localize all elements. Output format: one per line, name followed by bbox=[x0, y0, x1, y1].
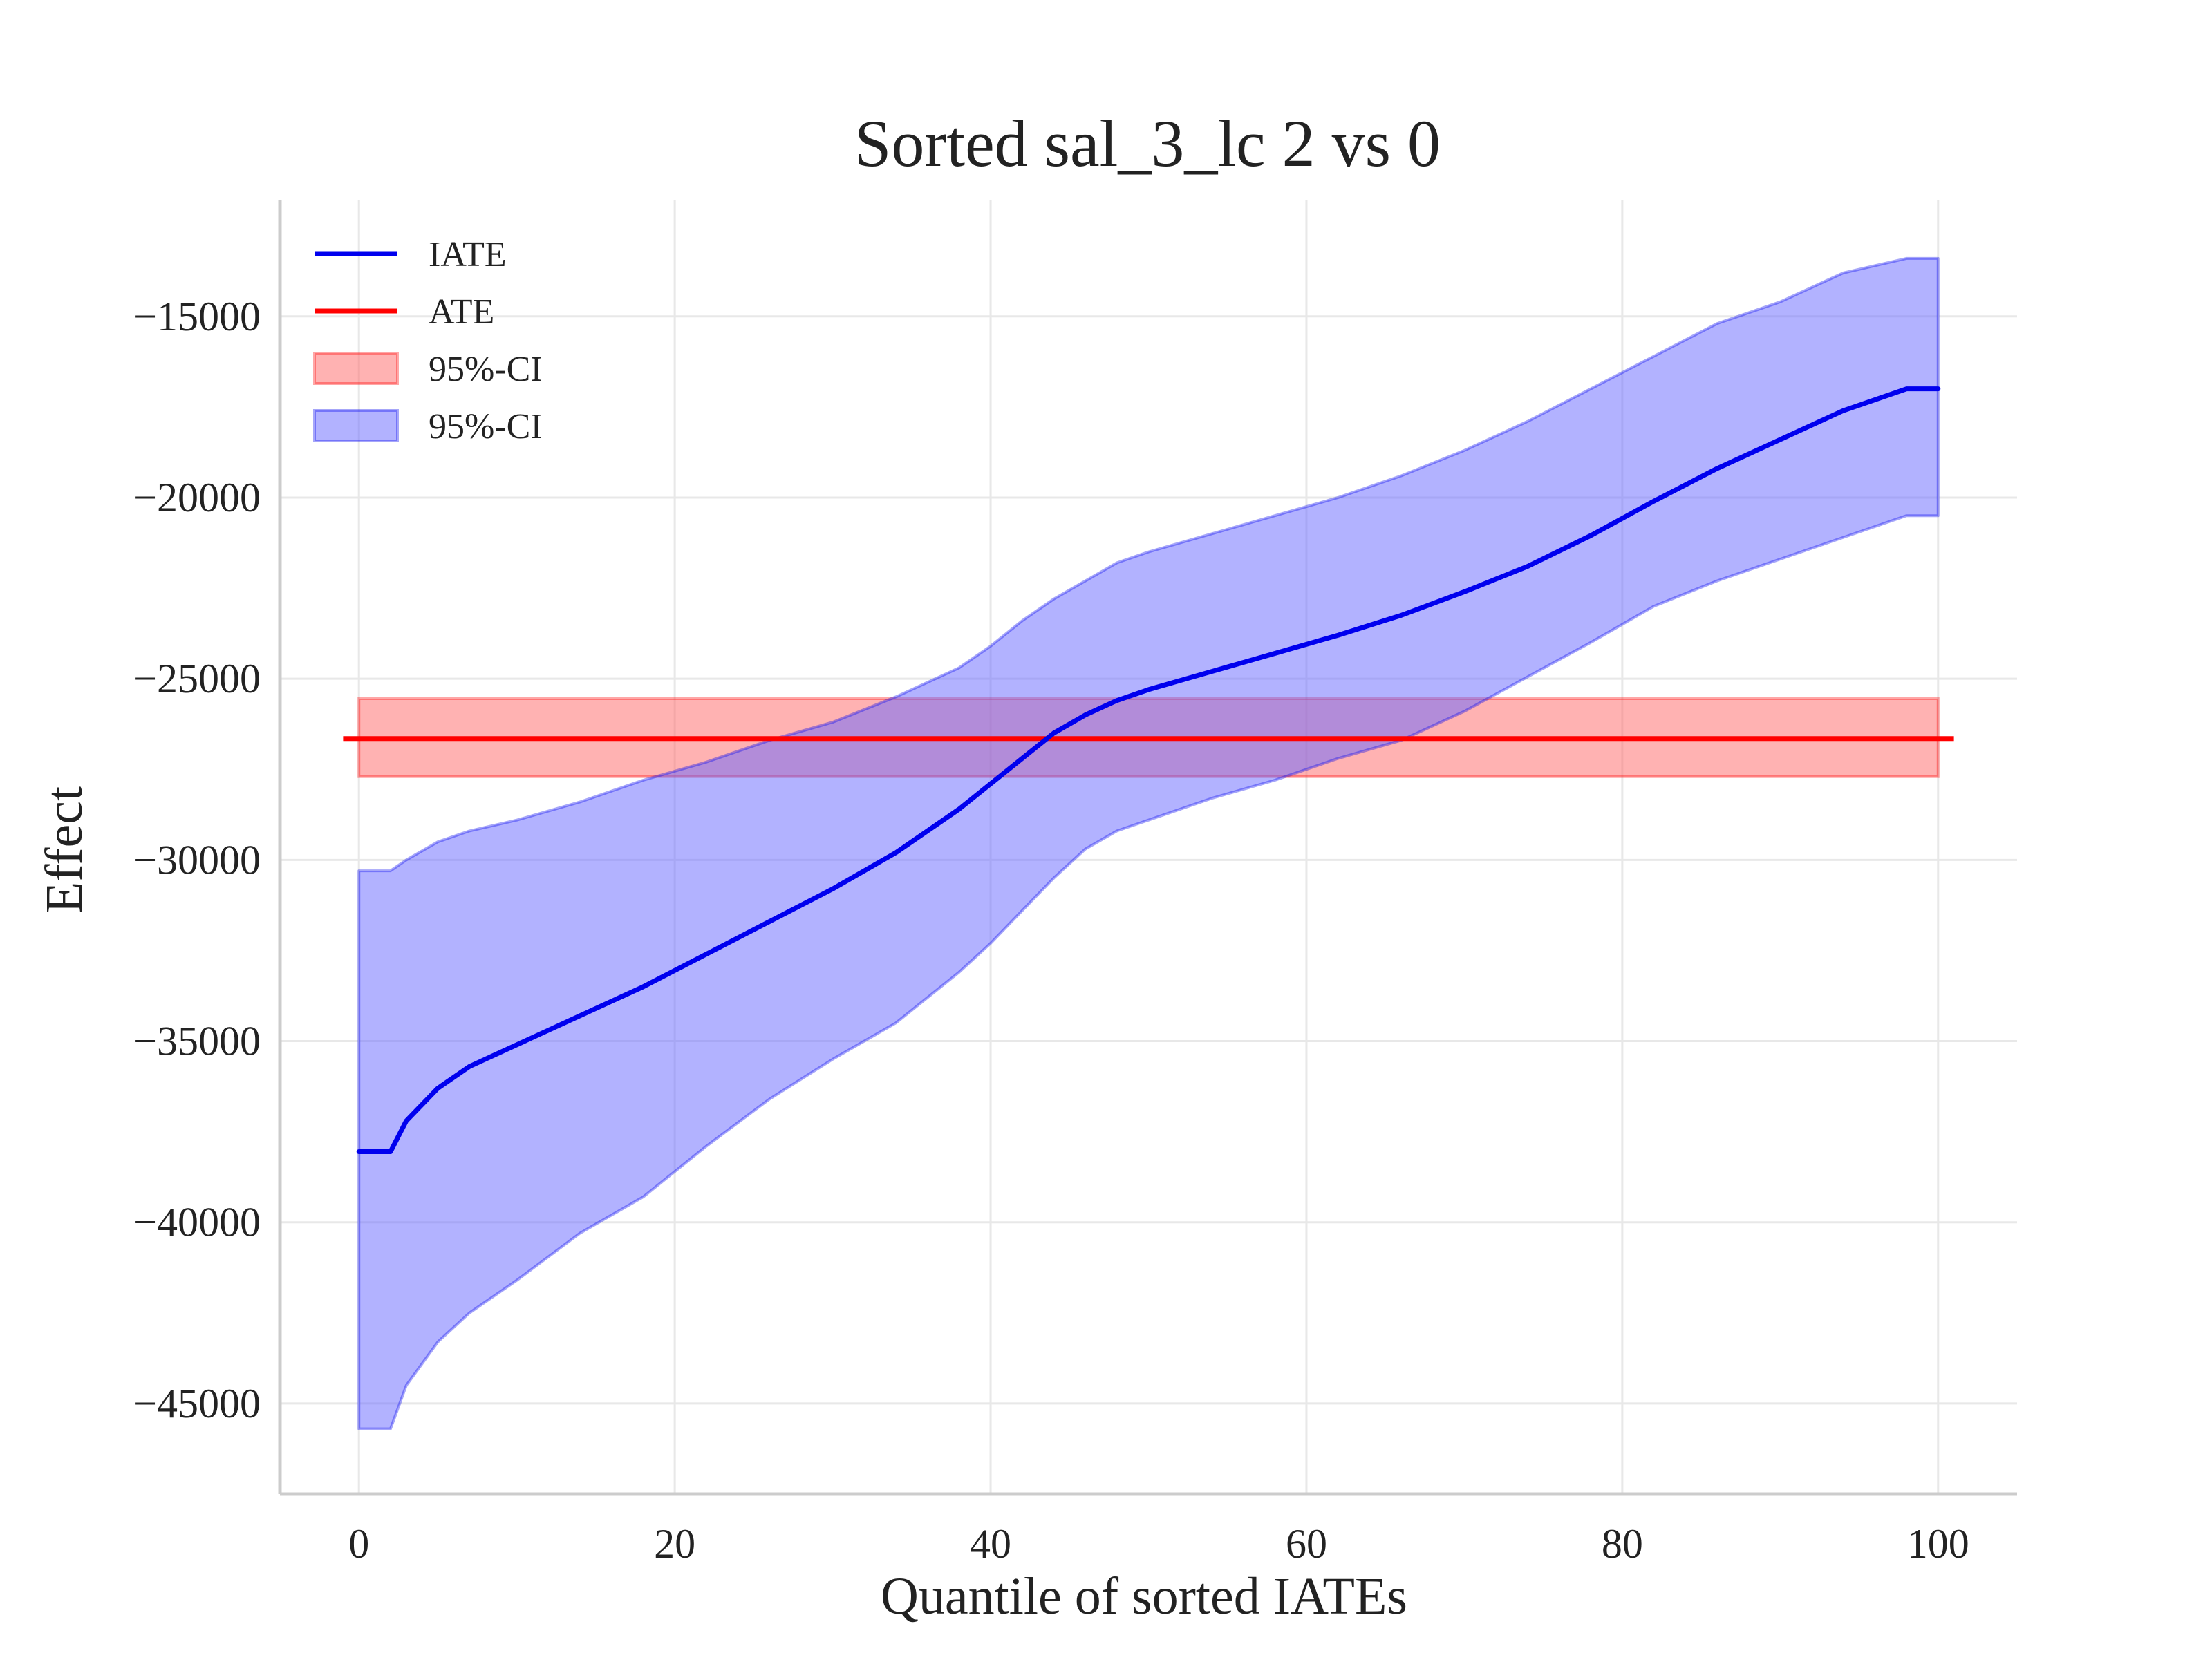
legend-item-0: IATE bbox=[315, 235, 507, 274]
x-tick-label-5: 100 bbox=[1907, 1521, 1969, 1567]
line-layer bbox=[343, 386, 1954, 1154]
y-tick-label-3: −30000 bbox=[133, 837, 261, 882]
x-axis-label: Quantile of sorted IATEs bbox=[881, 1567, 1407, 1625]
x-tick-label-4: 80 bbox=[1602, 1521, 1643, 1567]
y-tick-label-0: −15000 bbox=[133, 294, 261, 339]
y-tick-label-4: −35000 bbox=[133, 1019, 261, 1064]
legend-swatch-2 bbox=[313, 352, 399, 385]
axis-layer bbox=[278, 200, 2017, 1496]
legend: IATE ATE 95%-CI 95%-CI bbox=[313, 235, 543, 446]
legend-item-1: ATE bbox=[315, 292, 494, 332]
legend-item-3: 95%-CI bbox=[313, 407, 543, 446]
y-tick-label-5: −40000 bbox=[133, 1200, 261, 1245]
y-tick-label-1: −20000 bbox=[133, 475, 261, 520]
legend-item-2: 95%-CI bbox=[313, 350, 543, 389]
y-tick-label-2: −25000 bbox=[133, 656, 261, 701]
x-tick-label-2: 40 bbox=[970, 1521, 1011, 1567]
x-tick-label-0: 0 bbox=[348, 1521, 369, 1567]
x-tick-label-1: 20 bbox=[654, 1521, 695, 1567]
tick-layer: 0 20 40 60 80 100 −15000 −20000 −25000 −30000 −350… bbox=[133, 294, 1969, 1567]
chart-title: Sorted sal_3_lc 2 vs 0 bbox=[854, 106, 1441, 180]
y-axis-label: Effect bbox=[35, 786, 93, 914]
legend-swatch-3 bbox=[313, 409, 399, 442]
legend-label-3: 95%-CI bbox=[429, 407, 543, 446]
legend-label-2: 95%-CI bbox=[429, 350, 543, 389]
iate-line bbox=[356, 386, 1941, 1154]
iate-ci-band bbox=[357, 256, 1940, 1430]
legend-label-1: ATE bbox=[429, 292, 494, 332]
legend-label-0: IATE bbox=[429, 235, 507, 274]
x-tick-label-3: 60 bbox=[1286, 1521, 1327, 1567]
band-layer bbox=[357, 256, 1940, 1430]
y-tick-label-6: −45000 bbox=[133, 1381, 261, 1426]
